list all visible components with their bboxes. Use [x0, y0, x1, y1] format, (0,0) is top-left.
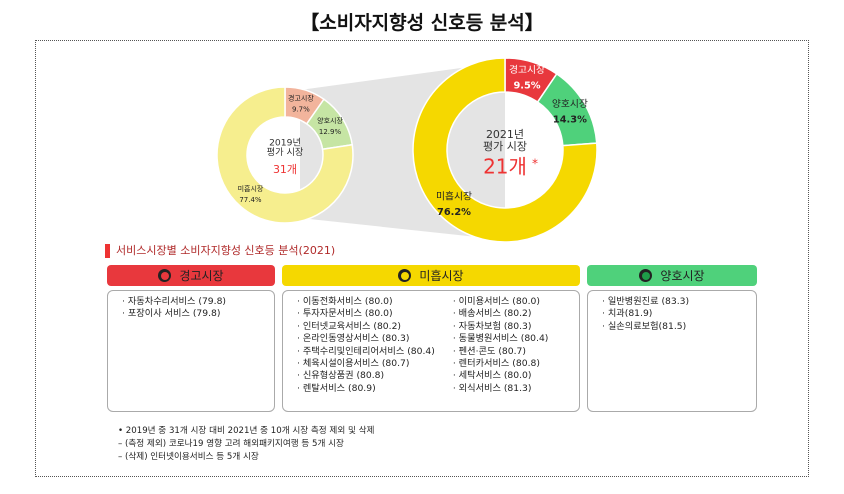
notes: • 2019년 중 31개 시장 대비 2021년 중 10개 시장 측정 제외… — [118, 425, 374, 464]
list-item: · 자동차수리서비스 (79.8) — [122, 296, 227, 307]
donut-segment — [216, 86, 354, 224]
list-item: · 온라인동영상서비스 (80.3) — [297, 333, 410, 345]
panel-title: 양호시장 — [660, 269, 705, 283]
segment-label: 양호시장 — [317, 116, 343, 125]
center-year: 2021년 — [486, 128, 524, 141]
lamp-light — [160, 271, 169, 280]
lamp-icon — [158, 269, 172, 282]
panel: 경고시장 · 자동차수리서비스 (79.8) · 포장이사 서비스 (79.8) — [107, 265, 275, 412]
panel-header: 양호시장 — [587, 265, 757, 286]
list-item: · 실손의료보험(81.5) — [602, 320, 687, 332]
segment-value: 9.5% — [513, 80, 540, 91]
note: • 2019년 중 31개 시장 대비 2021년 중 10개 시장 측정 제외… — [118, 426, 375, 436]
panel-body: · 이동전화서비스 (80.0) · 투자자문서비스 (80.0) · 인터넷교육서… — [282, 290, 580, 412]
segment-value: 9.7% — [292, 105, 310, 113]
center-count: 31개 — [273, 163, 297, 176]
list-column: · 이미용서비스 (80.0) · 배송서비스 (80.2) · 자동차보험 (80… — [453, 296, 549, 411]
list-item: · 자동차보험 (80.3) — [452, 320, 532, 332]
list-item: · 신유형상품권 (80.8) — [297, 370, 385, 382]
list-item: · 펜션·콘도 (80.7) — [452, 345, 526, 357]
list-item: · 주택수리및인테리어서비스 (80.4) — [297, 345, 435, 357]
panel: 양호시장 · 일반병원진료 (83.3) · 치과(81.9) · 실손의료보험(81… — [587, 265, 757, 412]
list-item: · 이동전화서비스 (80.0) — [297, 296, 393, 307]
panel: 미흡시장 · 이동전화서비스 (80.0) · 투자자문서비스 (80.0) · 인터… — [282, 265, 580, 412]
segment-label: 미흡시장 — [436, 190, 472, 203]
panel-header: 미흡시장 — [282, 265, 580, 286]
panel-body: · 자동차수리서비스 (79.8) · 포장이사 서비스 (79.8) — [107, 290, 275, 412]
frame — [35, 40, 809, 477]
segment-value: 14.3% — [553, 114, 587, 125]
list-item: · 포장이사 서비스 (79.8) — [122, 308, 221, 320]
panel-title: 미흡시장 — [419, 269, 464, 283]
list-item: · 동물병원서비스 (80.4) — [452, 333, 549, 345]
list-item: · 렌탈서비스 (80.9) — [297, 382, 376, 394]
panel-header: 경고시장 — [107, 265, 275, 286]
list-item: · 이미용서비스 (80.0) — [452, 296, 540, 307]
panel-body: · 일반병원진료 (83.3) · 치과(81.9) · 실손의료보험(81.5) — [587, 290, 757, 412]
panel-title: 경고시장 — [179, 269, 224, 283]
list-item: · 세탁서비스 (80.0) — [452, 370, 532, 382]
list-column: · 일반병원진료 (83.3) · 치과(81.9) · 실손의료보험(81.5) — [602, 296, 689, 411]
center-mark: * — [532, 157, 538, 171]
center-year: 2019년 — [269, 138, 301, 149]
lamp-icon — [639, 269, 653, 282]
segment-value: 76.2% — [437, 207, 471, 218]
segment-label: 양호시장 — [552, 98, 588, 110]
list-column: · 이동전화서비스 (80.0) · 투자자문서비스 (80.0) · 인터넷교육서… — [297, 296, 435, 411]
segment-label: 경고시장 — [509, 63, 545, 76]
segment-label: 경고시장 — [288, 93, 314, 102]
list-item: · 외식서비스 (81.3) — [452, 382, 532, 394]
list-item: · 일반병원진료 (83.3) — [602, 296, 690, 307]
donut-segment — [412, 57, 598, 243]
note: – (삭제) 인터넷이용서비스 등 5개 시장 — [118, 452, 259, 462]
center-label: 평가 시장 — [267, 147, 304, 158]
center-count: 21개 — [483, 155, 527, 179]
segment-value: 12.9% — [319, 128, 342, 136]
list-item: · 체육시설이용서비스 (80.7) — [297, 358, 410, 370]
note: – (측정 제외) 코로나19 영향 고려 해외패키지여행 등 5개 시장 — [118, 439, 344, 449]
page-title: 【소비자지향성 신호등 분석】 — [300, 12, 544, 34]
list-item: · 배송서비스 (80.2) — [452, 308, 532, 320]
lamp-light — [641, 271, 650, 280]
list-column: · 자동차수리서비스 (79.8) · 포장이사 서비스 (79.8) — [122, 296, 226, 411]
segment-label: 미흡시장 — [238, 184, 264, 193]
list-item: · 인터넷교육서비스 (80.2) — [297, 320, 402, 332]
list-item: · 투자자문서비스 (80.0) — [297, 308, 393, 320]
center-label: 평가 시장 — [483, 140, 527, 153]
lamp-light — [400, 271, 409, 280]
section-title: 서비스시장별 소비자지향성 신호등 분석(2021) — [105, 244, 335, 258]
list-item: · 렌터카서비스 (80.8) — [452, 358, 540, 370]
segment-value: 77.4% — [239, 196, 262, 204]
list-item: · 치과(81.9) — [602, 308, 653, 320]
lamp-icon — [398, 269, 412, 282]
